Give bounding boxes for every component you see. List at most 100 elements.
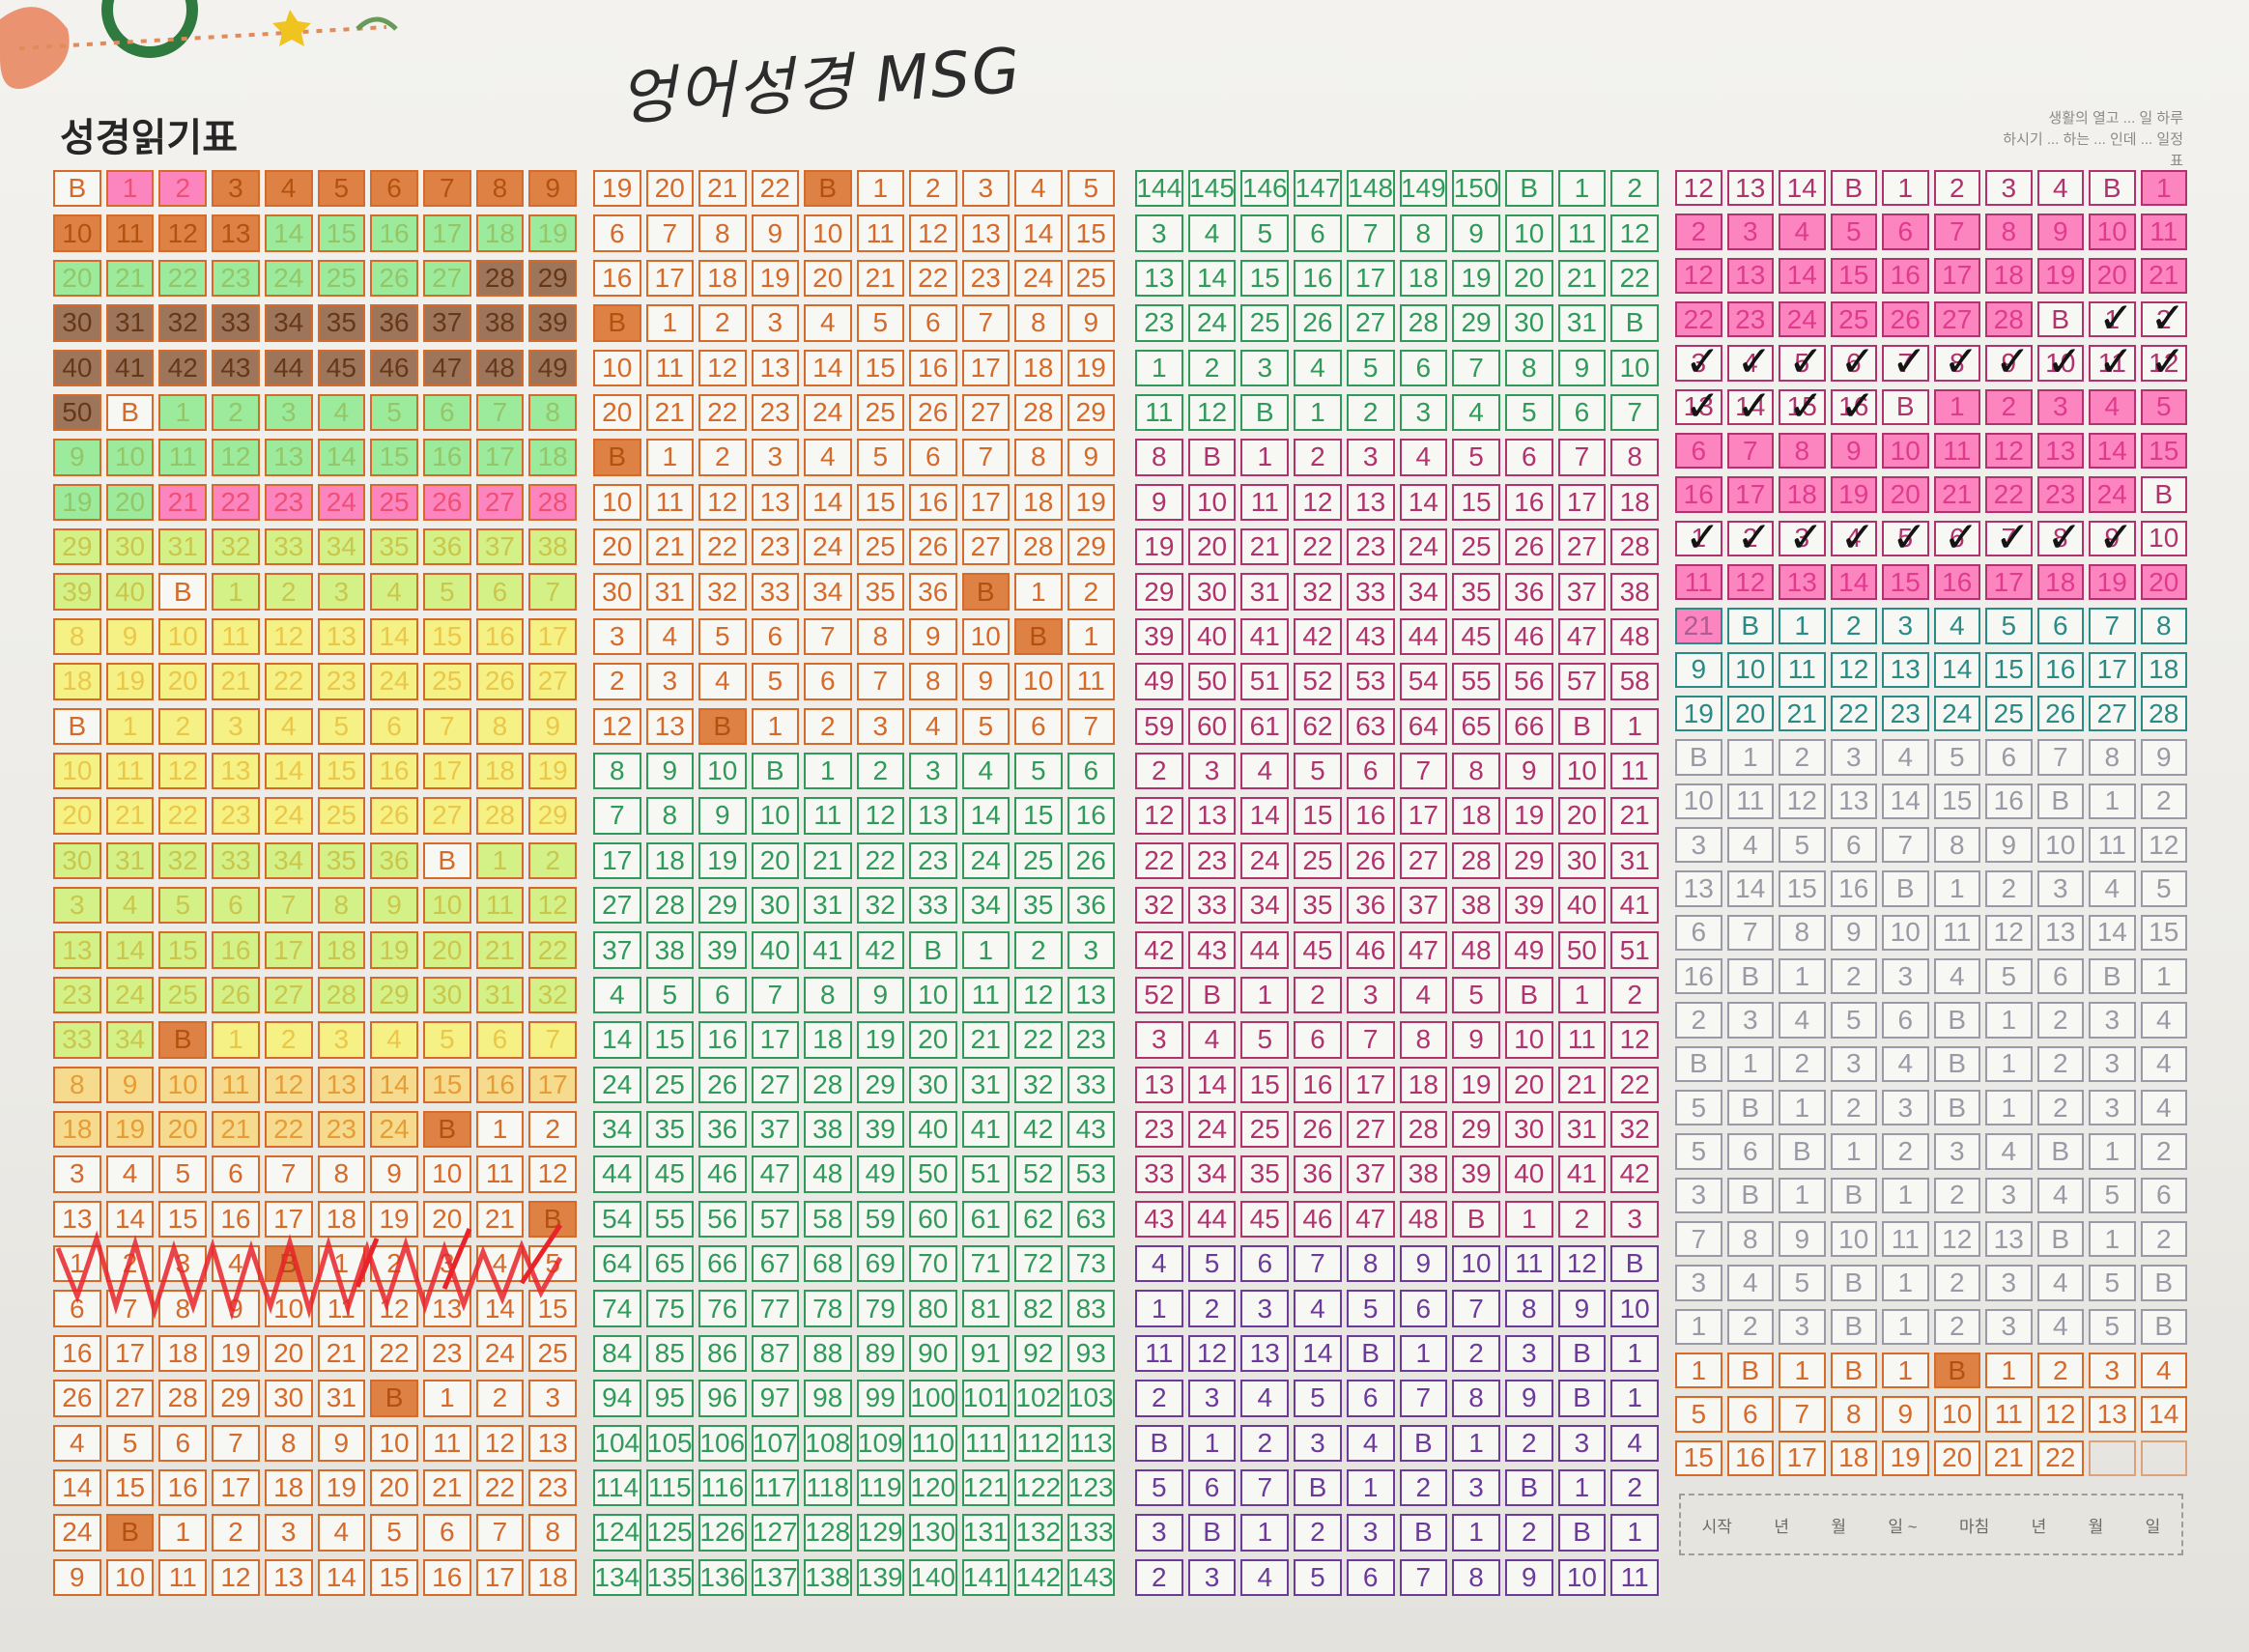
chapter-cell: 11: [1726, 783, 1774, 819]
chapter-number: 53: [1075, 1158, 1106, 1189]
chapter-cell: 5: [370, 393, 418, 432]
chapter-number: 12: [2149, 347, 2179, 378]
chapter-number: 26: [918, 397, 949, 428]
chapter-cell: 3: [1240, 1290, 1290, 1327]
chapter-number: 6: [70, 1293, 85, 1324]
chapter-cell: 24: [804, 393, 852, 432]
chapter-number: B: [924, 934, 943, 965]
chapter-number: 9: [1083, 307, 1099, 338]
chapter-cell: 71: [961, 1245, 1010, 1283]
chapter-cell: 7: [1399, 1558, 1448, 1596]
chapter-number: 6: [175, 1427, 191, 1458]
chapter-number: 3: [1152, 1517, 1167, 1548]
chapter-cell: 21: [475, 1200, 525, 1238]
chapter-number: 20: [918, 1024, 949, 1055]
chapter-cell: 15: [1452, 483, 1500, 521]
chapter-number: 20: [432, 1203, 463, 1234]
chapter-number: 31: [812, 890, 843, 921]
chapter-cell: 34: [1399, 573, 1448, 611]
chapter-number: 4: [1204, 1024, 1220, 1055]
chapter-cell: 11: [475, 887, 525, 925]
chapter-cell: 6: [53, 1290, 101, 1327]
chapter-cell: 13 ✓: [1675, 388, 1722, 425]
chapter-cell: 32: [698, 573, 747, 611]
chapter-number: B: [1625, 307, 1644, 338]
chapter-cell: 11: [1135, 393, 1183, 432]
chapter-number: 4: [280, 710, 297, 741]
chapter-number: 24: [326, 486, 356, 517]
chapter-cell: 40: [53, 349, 101, 386]
chapter-number: 19: [537, 755, 568, 786]
chapter-number: 14: [1023, 217, 1054, 248]
chapter-number: 1: [1897, 1180, 1914, 1211]
chapter-number: 6: [925, 307, 941, 338]
chapter-cell: 5: [158, 887, 208, 925]
chapter-cell: 3: [422, 1245, 471, 1283]
chapter-number: 73: [1075, 1248, 1106, 1279]
chapter-cell: 24: [105, 976, 155, 1014]
chapter-number: 8: [925, 666, 941, 697]
chapter-number: 12: [1619, 217, 1650, 248]
chapter-cell: 22: [751, 170, 799, 208]
chapter-cell: 1: [1882, 1308, 1929, 1345]
chapter-number: 12: [1735, 566, 1766, 597]
chapter-cell: 12: [475, 1424, 525, 1462]
chapter-number: 4: [1897, 1048, 1914, 1079]
chapter-number: 28: [812, 1068, 843, 1099]
chapter-number: 36: [432, 531, 463, 562]
chapter-cell: 4: [1294, 349, 1342, 386]
chapter-number: 23: [759, 397, 790, 428]
chapter-number: 9: [1574, 352, 1590, 383]
chapter-number: 21: [1566, 1068, 1598, 1099]
chapter-cell: 39: [1135, 617, 1183, 656]
chapter-number: 8: [2104, 741, 2121, 772]
chapter-number: 29: [1075, 397, 1106, 428]
chapter-number: 25: [432, 666, 463, 697]
chapter-cell: 1: [1610, 707, 1659, 745]
chapter-cell: 10: [751, 797, 799, 835]
chapter-number: 17: [1566, 486, 1598, 517]
chapter-number: 14: [812, 486, 843, 517]
chapter-cell: 49: [856, 1155, 904, 1193]
chapter-cell: 124: [593, 1514, 641, 1552]
chapter-number: 5: [439, 1024, 455, 1055]
chapter-number: 33: [220, 844, 251, 875]
chapter-cell: 6: [1675, 432, 1722, 470]
chapter-number: 11: [1076, 666, 1105, 697]
chapter-number: 7: [819, 620, 836, 651]
chapter-cell: 17: [475, 1558, 525, 1596]
chapter-number: 119: [858, 1472, 902, 1503]
chapter-cell: B: [53, 707, 101, 745]
chapter-cell: 28: [2140, 695, 2187, 732]
chapter-cell: 25: [317, 259, 366, 298]
chapter-cell: 32: [1014, 1066, 1063, 1103]
chapter-number: 46: [1514, 620, 1545, 651]
chapter-cell: 6: [370, 707, 418, 745]
chapter-number: B: [438, 1114, 457, 1145]
chapter-number: 5: [1949, 741, 1965, 772]
chapter-number: 14: [326, 441, 356, 472]
chapter-cell: 3: [1675, 1177, 1722, 1213]
chapter-cell: 2: [1014, 931, 1063, 969]
chapter-cell: 20: [1882, 476, 1929, 513]
chapter-cell: 33: [1187, 887, 1237, 925]
chapter-number: 18: [1023, 352, 1054, 383]
chapter-cell: 1: [1726, 739, 1774, 776]
chapter-number: 3: [925, 755, 941, 786]
chapter-number: 102: [1015, 1382, 1062, 1413]
chapter-cell: 2: [264, 1021, 313, 1059]
chapter-cell: 8: [1452, 1558, 1500, 1596]
chapter-cell: 15: [317, 214, 366, 252]
chapter-cell: 12: [1187, 393, 1237, 432]
chapter-number: 23: [1144, 307, 1175, 338]
chapter-cell: 8: [1504, 349, 1553, 386]
chapter-number: 81: [970, 1293, 1001, 1324]
chapter-cell: 36: [422, 528, 471, 566]
chapter-number: 19: [1075, 486, 1106, 517]
chapter-number: 4: [1742, 829, 1758, 860]
chapter-number: 14: [379, 1068, 410, 1099]
chapter-cell: 4: [370, 1021, 418, 1059]
chapter-number: 4: [2155, 1354, 2172, 1385]
chapter-number: 21: [484, 934, 516, 965]
chapter-cell: 4: [1610, 1424, 1659, 1462]
